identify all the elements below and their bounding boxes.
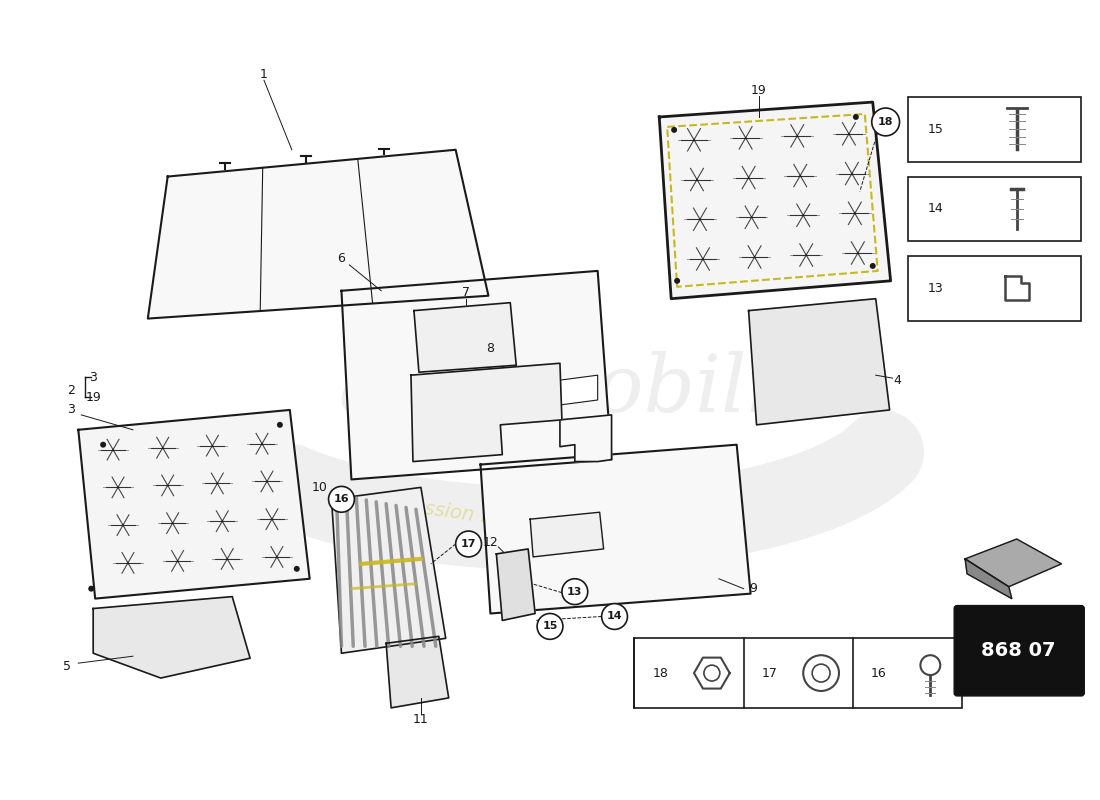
Text: 5: 5 [64, 660, 72, 673]
Polygon shape [414, 302, 516, 372]
Polygon shape [341, 271, 612, 479]
Text: 12: 12 [483, 535, 498, 549]
Circle shape [277, 422, 283, 428]
Text: 17: 17 [761, 666, 778, 679]
Text: 19: 19 [750, 84, 767, 97]
FancyBboxPatch shape [908, 97, 1081, 162]
Circle shape [852, 114, 859, 120]
Text: 19: 19 [86, 390, 101, 403]
Polygon shape [386, 636, 449, 708]
Polygon shape [94, 597, 250, 678]
Text: 3: 3 [67, 403, 75, 417]
Circle shape [871, 108, 900, 136]
Text: 17: 17 [461, 539, 476, 549]
Polygon shape [560, 375, 597, 405]
Polygon shape [560, 415, 612, 462]
Text: 2: 2 [67, 383, 75, 397]
Text: 3: 3 [89, 370, 97, 384]
Polygon shape [965, 539, 1062, 586]
Polygon shape [749, 298, 890, 425]
Circle shape [674, 278, 680, 284]
Polygon shape [530, 512, 604, 557]
Polygon shape [78, 410, 310, 598]
Circle shape [537, 614, 563, 639]
FancyBboxPatch shape [954, 606, 1085, 696]
Circle shape [329, 486, 354, 512]
Polygon shape [481, 445, 750, 614]
Polygon shape [147, 150, 488, 318]
Text: 7: 7 [462, 286, 470, 299]
Text: 15: 15 [927, 123, 943, 136]
Text: 13: 13 [927, 282, 943, 294]
Text: 8: 8 [486, 342, 494, 355]
Text: 14: 14 [607, 611, 623, 622]
FancyBboxPatch shape [908, 256, 1081, 321]
FancyBboxPatch shape [908, 177, 1081, 241]
Text: 6: 6 [338, 253, 345, 266]
Text: 4: 4 [893, 374, 902, 386]
Polygon shape [331, 487, 446, 654]
Circle shape [100, 442, 106, 448]
Text: 868 07: 868 07 [981, 641, 1056, 660]
Text: automobilia: automobilia [339, 351, 821, 429]
Text: 14: 14 [927, 202, 943, 215]
Circle shape [562, 578, 587, 605]
Polygon shape [411, 363, 562, 462]
Text: 10: 10 [311, 481, 328, 494]
FancyBboxPatch shape [635, 638, 962, 708]
Text: 11: 11 [412, 714, 429, 726]
Polygon shape [496, 549, 535, 621]
Text: 15: 15 [542, 622, 558, 631]
Circle shape [870, 263, 876, 269]
Circle shape [88, 586, 95, 592]
Text: 18: 18 [652, 666, 668, 679]
Circle shape [602, 603, 627, 630]
Text: a passion for parts since: a passion for parts since [381, 493, 620, 545]
Text: 16: 16 [871, 666, 887, 679]
Polygon shape [659, 102, 891, 298]
Text: 1: 1 [260, 68, 268, 81]
Polygon shape [965, 559, 1012, 598]
Circle shape [294, 566, 300, 572]
Circle shape [671, 127, 678, 133]
Text: 13: 13 [568, 586, 583, 597]
Text: 16: 16 [333, 494, 350, 504]
Text: 9: 9 [749, 582, 758, 595]
Text: 18: 18 [878, 117, 893, 127]
Circle shape [455, 531, 482, 557]
